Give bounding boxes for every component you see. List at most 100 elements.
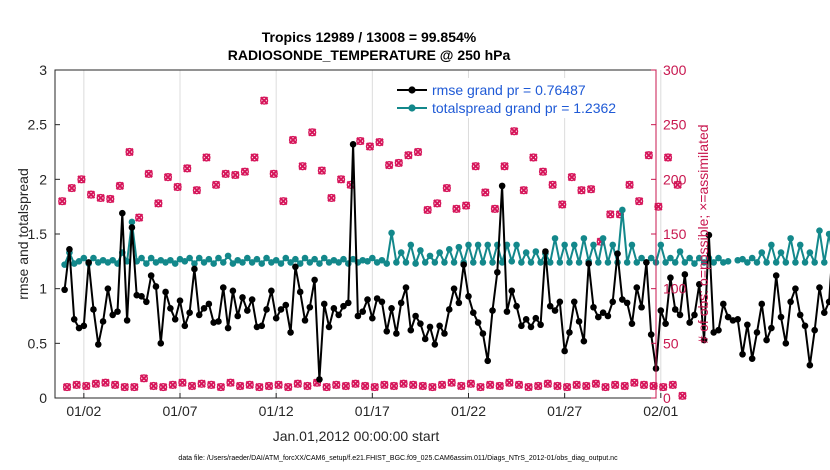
obs-possible-marker: [644, 151, 653, 160]
totalspread-point: [287, 259, 294, 266]
obs-possible-marker: [226, 378, 235, 387]
totalspread-point: [796, 241, 804, 249]
rmse-point: [186, 309, 193, 317]
rmse-point: [388, 305, 395, 312]
obs-possible-marker: [433, 199, 442, 208]
obs-marker: [159, 382, 168, 392]
rmse-point: [263, 306, 270, 313]
rmse-point: [705, 231, 713, 239]
obs-assimilated-marker: [644, 151, 653, 160]
obs-possible-marker: [649, 381, 658, 391]
totalspread-point: [445, 246, 453, 253]
totalspread-point: [575, 259, 583, 266]
obs-possible-marker: [317, 166, 326, 175]
rmse-point: [147, 272, 155, 279]
obs-assimilated-marker: [159, 382, 168, 392]
rmse-point: [792, 285, 799, 292]
obs-marker: [678, 391, 687, 400]
obs-marker: [389, 381, 399, 391]
obs-marker: [96, 193, 105, 203]
totalspread-point: [80, 254, 88, 262]
rmse-point: [431, 341, 439, 348]
obs-possible-marker: [245, 380, 254, 389]
totalspread-point: [465, 241, 472, 249]
rmse-point: [215, 318, 222, 325]
obs-possible-marker: [375, 138, 384, 147]
obs-possible-marker: [452, 204, 461, 213]
obs-possible-marker: [264, 381, 274, 391]
obs-possible-marker: [663, 153, 673, 162]
obs-marker: [558, 200, 567, 209]
totalspread-point: [508, 258, 516, 265]
rmse-point: [585, 260, 592, 267]
obs-marker: [183, 164, 192, 173]
rmse-point: [306, 303, 314, 311]
y-tick-label: 1.5: [28, 226, 48, 242]
rmse-point: [566, 329, 573, 336]
totalspread-point: [181, 258, 189, 265]
totalspread-point: [186, 254, 193, 262]
obs-marker: [154, 199, 163, 208]
obs-assimilated-marker: [586, 185, 596, 194]
totalspread-point: [431, 259, 439, 266]
totalspread-point: [143, 260, 150, 267]
obs-marker: [495, 381, 504, 391]
obs-possible-marker: [418, 381, 427, 391]
obs-possible-marker: [514, 380, 524, 389]
rmse-point: [796, 311, 804, 319]
obs-marker: [168, 380, 177, 389]
obs-assimilated-marker: [216, 382, 225, 392]
totalspread-point: [590, 241, 597, 249]
right-axis: 0 50 100 150 200 250 300: [651, 62, 687, 406]
totalspread-point: [820, 259, 828, 266]
totalspread-point: [61, 261, 68, 268]
obs-possible-marker: [678, 391, 687, 400]
obs-assimilated-marker: [269, 169, 278, 178]
rmse-point: [364, 296, 371, 303]
obs-possible-marker: [322, 382, 331, 392]
totalspread-point: [715, 254, 722, 262]
obs-possible-marker: [380, 380, 389, 389]
obs-possible-marker: [144, 169, 153, 178]
obs-possible-marker: [58, 197, 67, 206]
totalspread-point: [306, 259, 314, 266]
x-tick-label: 01/17: [355, 403, 390, 419]
obs-possible-marker: [96, 193, 105, 203]
obs-marker: [476, 382, 485, 392]
rmse-point: [546, 302, 554, 310]
obs-possible-marker: [543, 379, 552, 388]
obs-marker: [91, 379, 100, 388]
rmse-point: [292, 263, 299, 271]
totalspread-point: [777, 249, 785, 256]
rmse-point: [782, 340, 790, 347]
obs-assimilated-marker: [298, 162, 307, 171]
rmse-point: [484, 357, 492, 365]
rmse-point: [94, 341, 102, 348]
rmse-point: [354, 312, 362, 320]
obs-assimilated-marker: [510, 127, 519, 136]
totalspread-point: [532, 248, 540, 255]
obs-possible-marker: [288, 135, 298, 145]
rmse-point: [176, 297, 184, 304]
obs-marker: [264, 381, 274, 391]
y-tick-label: 3: [39, 62, 47, 78]
totalspread-point: [667, 254, 674, 262]
rmse-point: [460, 261, 467, 268]
obs-assimilated-marker: [361, 381, 370, 391]
obs-marker: [82, 381, 91, 391]
obs-marker: [178, 378, 187, 387]
obs-marker: [567, 173, 576, 182]
obs-possible-marker: [115, 181, 125, 190]
obs-assimilated-marker: [486, 380, 495, 389]
obs-assimilated-marker: [288, 135, 298, 145]
obs-possible-marker: [495, 381, 504, 391]
obs-marker: [370, 382, 379, 392]
rmse-point: [171, 315, 179, 323]
totalspread-point: [518, 259, 525, 266]
obs-marker: [548, 180, 557, 189]
obs-marker: [380, 380, 389, 389]
rmse-point: [758, 300, 766, 308]
obs-marker: [336, 175, 346, 184]
obs-assimilated-marker: [284, 382, 293, 392]
obs-assimilated-marker: [187, 381, 197, 391]
